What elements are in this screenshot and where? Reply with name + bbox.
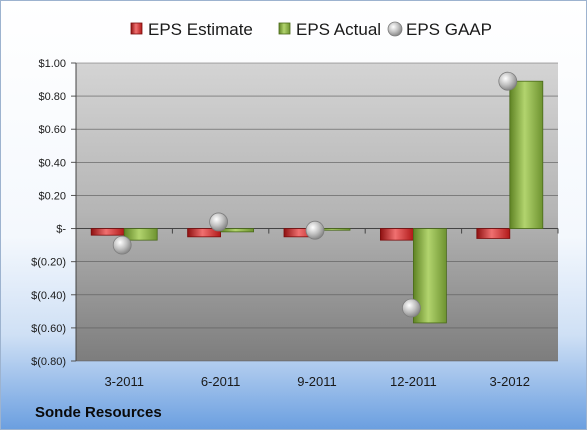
legend-swatch-eps-gaap <box>387 21 403 37</box>
y-tick-label: $0.20 <box>38 190 66 202</box>
y-tick-label: $1.00 <box>38 58 66 70</box>
bar-eps-actual <box>509 80 544 229</box>
gaap-marker <box>401 298 421 318</box>
y-tick-label: $(0.60) <box>31 323 66 335</box>
x-tick-label: 12-2011 <box>390 374 437 389</box>
legend: EPS Estimate EPS Actual EPS GAAP <box>130 20 492 39</box>
y-axis-ticks: $1.00 $0.80 $0.60 $0.40 $0.20 $- $(0.20) $(0.40… <box>31 58 66 368</box>
legend-swatch-eps-estimate <box>130 22 143 35</box>
y-tick-label: $(0.20) <box>31 257 66 269</box>
legend-swatch-eps-actual <box>278 22 291 35</box>
plot-area <box>76 63 558 361</box>
gaap-marker <box>112 235 132 255</box>
x-tick-label: 3-2012 <box>490 374 530 389</box>
company-name: Sonde Resources <box>35 404 162 421</box>
gaap-marker <box>305 220 325 240</box>
bar-eps-estimate <box>476 228 511 239</box>
x-axis-ticks: 3-2011 6-2011 9-2011 12-2011 3-2012 <box>104 374 530 389</box>
bar-eps-estimate <box>379 228 414 241</box>
y-tick-label: $0.80 <box>38 91 66 103</box>
legend-label-eps-estimate: EPS Estimate <box>148 20 253 39</box>
x-tick-label: 9-2011 <box>297 374 337 389</box>
x-tick-label: 6-2011 <box>201 374 241 389</box>
y-tick-label: $0.40 <box>38 157 66 169</box>
y-tick-label: $- <box>56 224 66 236</box>
gaap-marker <box>498 71 518 91</box>
y-tick-label: $0.60 <box>38 124 66 136</box>
bar-eps-actual <box>123 228 158 241</box>
y-tick-label: $(0.80) <box>31 356 66 368</box>
bars <box>90 80 544 324</box>
bar-eps-estimate <box>187 228 222 238</box>
x-tick-label: 3-2011 <box>104 374 144 389</box>
gaap-marker <box>209 212 229 232</box>
gaap-markers <box>112 71 518 318</box>
legend-label-eps-actual: EPS Actual <box>296 20 381 39</box>
bar-eps-actual <box>220 228 255 233</box>
bar-eps-estimate <box>90 228 125 236</box>
y-tick-label: $(0.40) <box>31 290 66 302</box>
legend-label-eps-gaap: EPS GAAP <box>406 20 492 39</box>
